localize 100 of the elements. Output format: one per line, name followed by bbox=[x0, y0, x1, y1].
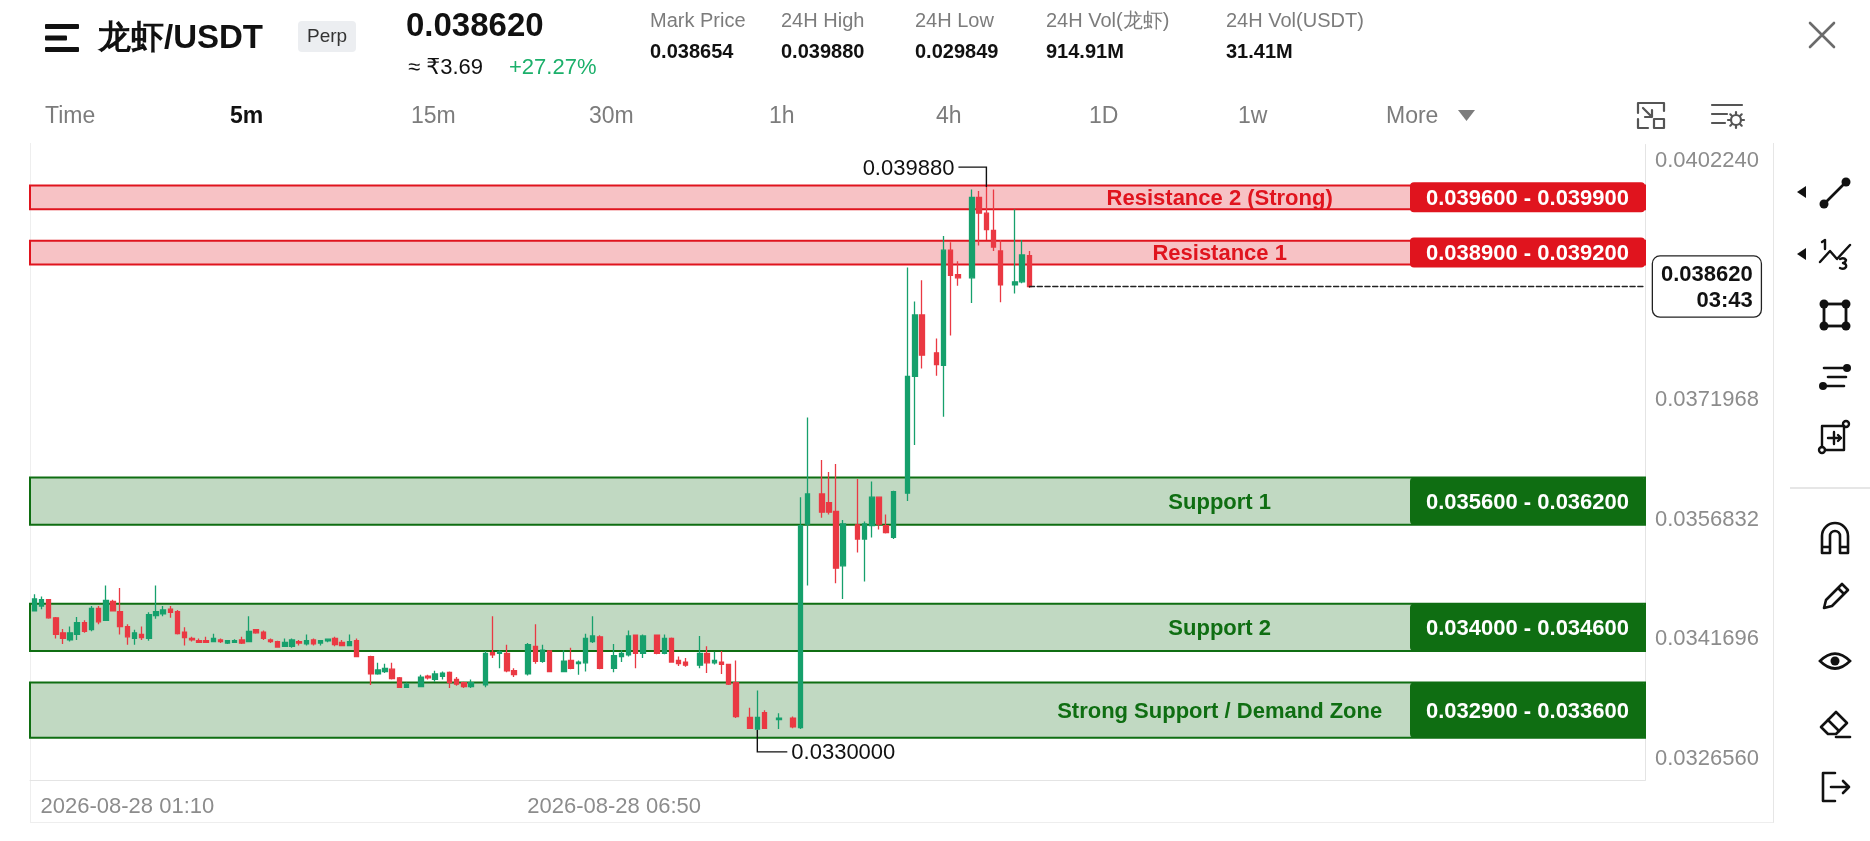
candlestick bbox=[217, 637, 224, 644]
candlestick bbox=[45, 598, 52, 620]
candlestick bbox=[367, 655, 375, 686]
annotation: 0.035600 - 0.036200 bbox=[1425, 488, 1630, 514]
candlestick bbox=[947, 241, 954, 337]
candlestick bbox=[618, 649, 625, 663]
candlestick bbox=[882, 513, 890, 535]
candlestick bbox=[675, 655, 682, 667]
y-tick-label: 0.0402240 bbox=[1655, 147, 1759, 173]
candlestick bbox=[868, 480, 876, 539]
candlestick bbox=[861, 520, 868, 583]
annotation: 0.0330000 bbox=[791, 739, 896, 765]
text: 24H Vol(龙虾) bbox=[1046, 8, 1170, 32]
candlestick bbox=[904, 266, 911, 502]
band-label: Support 2 bbox=[1168, 614, 1272, 640]
candlestick bbox=[238, 636, 246, 645]
annotation: 0.032900 - 0.033600 bbox=[1425, 697, 1630, 723]
text: 30m bbox=[589, 102, 634, 130]
candlestick bbox=[725, 662, 732, 686]
y-tick-label: 0.0371968 bbox=[1655, 386, 1759, 412]
candlestick bbox=[417, 674, 425, 688]
candlestick bbox=[467, 678, 475, 689]
candlestick bbox=[761, 709, 768, 730]
candlestick bbox=[968, 188, 976, 304]
candlestick bbox=[890, 490, 897, 540]
candlestick bbox=[181, 626, 188, 647]
y-tick-label: 0.0326560 bbox=[1655, 744, 1759, 770]
candlestick bbox=[38, 595, 45, 610]
y-tick-label: 0.0341696 bbox=[1655, 625, 1759, 651]
text: 0.029849 bbox=[915, 39, 999, 63]
candlestick bbox=[539, 644, 546, 664]
text: 0.039880 bbox=[781, 39, 865, 63]
band-label: Resistance 1 bbox=[1152, 240, 1287, 266]
text: 24H High bbox=[781, 8, 865, 32]
text: 0.038654 bbox=[650, 39, 734, 63]
x-tick-label: 2026-08-28 01:10 bbox=[40, 792, 215, 818]
candlestick bbox=[81, 619, 88, 634]
candlestick bbox=[353, 637, 360, 658]
candlestick bbox=[231, 638, 238, 644]
annotation: 0.034000 - 0.034600 bbox=[1425, 614, 1630, 640]
candlestick bbox=[997, 239, 1004, 303]
text: 1D bbox=[1089, 102, 1119, 130]
candlestick bbox=[167, 605, 174, 619]
candlestick bbox=[224, 639, 231, 645]
candlestick bbox=[875, 495, 883, 531]
text: Perp bbox=[298, 21, 357, 52]
candlestick bbox=[453, 676, 460, 687]
candlestick bbox=[88, 605, 95, 632]
candlestick bbox=[940, 235, 947, 418]
candlestick bbox=[610, 643, 618, 673]
candlestick bbox=[388, 662, 396, 681]
candlestick bbox=[625, 629, 632, 658]
annotation: 0.039880 bbox=[862, 154, 955, 180]
candlestick bbox=[567, 647, 575, 670]
candlestick bbox=[839, 519, 847, 600]
text: Mark Price bbox=[650, 8, 746, 32]
band-label: Resistance 2 (Strong) bbox=[1106, 184, 1333, 210]
candlestick bbox=[260, 629, 267, 641]
candlestick bbox=[532, 623, 539, 665]
candlestick bbox=[668, 636, 675, 664]
candlestick bbox=[431, 670, 439, 683]
candlestick bbox=[560, 649, 568, 673]
candlestick bbox=[933, 337, 940, 377]
y-tick-label: 0.0356832 bbox=[1655, 505, 1759, 531]
candlestick bbox=[252, 628, 260, 635]
candlestick bbox=[310, 637, 317, 647]
candlestick bbox=[653, 633, 661, 655]
candlestick bbox=[95, 605, 102, 625]
text: +27.27% bbox=[509, 53, 597, 81]
candlestick bbox=[274, 640, 281, 649]
candlestick bbox=[1026, 250, 1033, 289]
text: 24H Low bbox=[915, 8, 994, 32]
candlestick bbox=[116, 587, 124, 636]
text: 24H Vol(USDT) bbox=[1226, 8, 1364, 32]
candlestick bbox=[975, 190, 983, 247]
candlestick bbox=[804, 416, 811, 587]
text: Time bbox=[45, 102, 96, 130]
annotation: 0.039600 - 0.039900 bbox=[1425, 184, 1630, 210]
candlestick bbox=[131, 629, 138, 646]
candlestick bbox=[911, 300, 919, 446]
candlestick bbox=[797, 496, 804, 730]
candlestick bbox=[732, 659, 740, 719]
candlestick bbox=[267, 637, 274, 644]
candlestick bbox=[575, 659, 582, 676]
candlestick bbox=[718, 650, 725, 675]
candlestick bbox=[703, 645, 711, 674]
candlestick bbox=[754, 689, 761, 731]
band-label: Strong Support / Demand Zone bbox=[1057, 697, 1383, 723]
candlestick bbox=[346, 633, 353, 647]
candlestick bbox=[854, 478, 861, 554]
text: 31.41M bbox=[1226, 39, 1293, 63]
candlestick bbox=[589, 615, 596, 644]
candlestick bbox=[524, 642, 532, 677]
candlestick bbox=[582, 633, 589, 673]
candlestick bbox=[102, 584, 110, 622]
candlestick bbox=[489, 615, 496, 659]
candlestick bbox=[446, 670, 453, 689]
candlestick bbox=[460, 681, 468, 689]
candlestick bbox=[295, 639, 303, 647]
text: 5m bbox=[230, 102, 264, 130]
